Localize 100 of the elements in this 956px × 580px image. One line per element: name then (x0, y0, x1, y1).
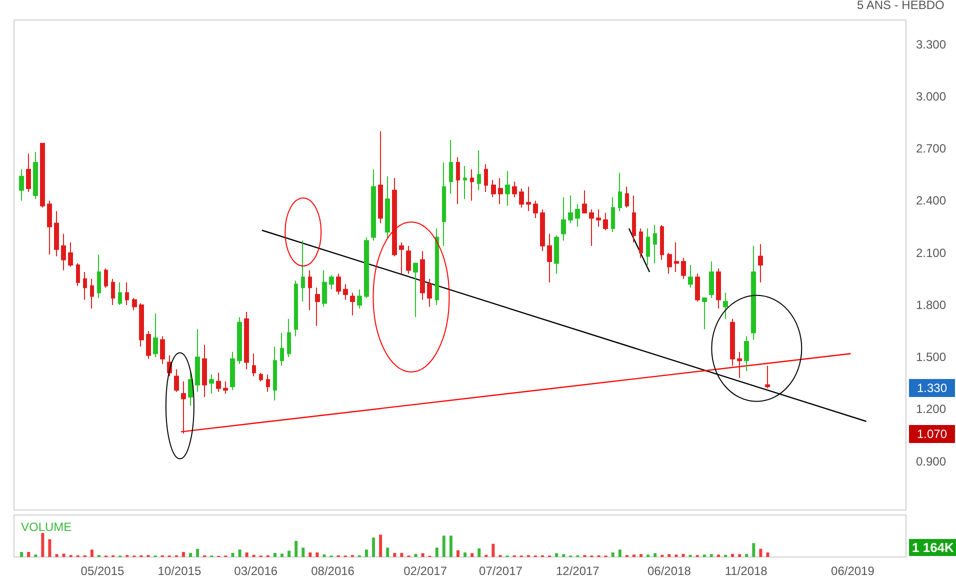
candlestick (336, 273, 341, 296)
bar (611, 552, 614, 557)
bar (442, 536, 446, 557)
x-tick-label: 11/2018 (724, 564, 768, 578)
chart-title: VOLUME (21, 520, 72, 534)
x-tick-label: 07/2017 (479, 564, 523, 578)
candlestick (364, 236, 369, 299)
candlestick (568, 194, 573, 224)
candlestick (625, 186, 629, 208)
bar (668, 554, 671, 557)
bar (449, 536, 452, 557)
x-tick-label: 05/2015 (80, 564, 125, 578)
candlestick (660, 224, 664, 260)
candlestick (139, 302, 144, 348)
candlestick (582, 190, 587, 214)
bar (478, 548, 481, 557)
text: 1.330 (917, 381, 948, 395)
candlestick (554, 234, 559, 274)
candlestick (90, 278, 94, 309)
bar (302, 548, 305, 557)
y-tick-label: 2.700 (916, 142, 946, 156)
candlestick (378, 130, 383, 224)
candlestick (420, 250, 425, 300)
candlestick (202, 344, 207, 398)
bar (288, 550, 291, 557)
bar (55, 554, 58, 557)
bar (393, 552, 396, 557)
bar (745, 554, 748, 557)
candlestick (646, 228, 650, 266)
y-tick-label: 2.400 (916, 194, 946, 208)
candlestick (252, 353, 256, 377)
bar (379, 534, 382, 557)
candlestick (26, 153, 31, 193)
x-tick-label: 03/2016 (234, 564, 278, 578)
candlestick (350, 292, 355, 316)
candlestick (484, 164, 488, 193)
candlestick (709, 261, 714, 299)
candlestick (76, 262, 80, 286)
candlestick (392, 178, 397, 257)
candlestick (737, 351, 742, 378)
candlestick (470, 168, 474, 202)
bar (640, 554, 643, 557)
candlestick (688, 264, 693, 288)
bar (308, 552, 312, 557)
x-tick-label: 02/2017 (404, 564, 448, 578)
candlestick (758, 244, 763, 283)
candlestick (188, 370, 193, 406)
candlestick (146, 330, 151, 360)
candlestick (653, 224, 657, 264)
candlestick (498, 178, 503, 205)
candlestick (589, 208, 594, 246)
candlestick (695, 273, 700, 302)
bar (316, 552, 319, 557)
candlestick (230, 351, 235, 391)
candlestick (667, 252, 672, 274)
candlestick (674, 242, 679, 272)
bar (273, 552, 276, 557)
candlestick (174, 368, 179, 392)
candlestick (533, 200, 538, 219)
bar (654, 553, 657, 557)
candlestick (315, 287, 320, 326)
candlestick (505, 170, 510, 206)
x-tick-label: 06/2019 (831, 564, 875, 578)
candlestick (153, 313, 158, 358)
candlestick (118, 282, 122, 306)
candlestick (519, 188, 524, 208)
candlestick (681, 258, 686, 280)
y-tick-label: 0.900 (916, 454, 946, 468)
candlestick (449, 139, 453, 194)
bar (555, 553, 558, 557)
bar (294, 540, 298, 557)
candlestick (125, 282, 129, 306)
candlestick (603, 212, 608, 231)
bar (372, 538, 376, 557)
candlestick (322, 270, 327, 308)
bar (364, 550, 368, 557)
bar (196, 548, 200, 557)
candlestick (716, 268, 721, 309)
bar (27, 552, 30, 557)
candlestick (540, 208, 545, 252)
bar (280, 554, 284, 557)
candlestick (385, 176, 390, 240)
candlestick (596, 208, 601, 228)
candlestick (730, 318, 735, 366)
bar (62, 554, 66, 557)
x-tick-label: 06/2018 (647, 564, 692, 578)
candlestick (547, 233, 552, 283)
bar (238, 550, 242, 557)
candlestick (477, 150, 481, 191)
bar (231, 552, 234, 557)
candlestick (463, 165, 467, 200)
y-tick-label: 2.100 (916, 246, 946, 260)
y-tick-label: 1.500 (916, 350, 946, 364)
candlestick (575, 204, 580, 228)
bar (759, 548, 762, 557)
y-tick-label: 3.000 (916, 89, 946, 104)
candlestick (723, 292, 728, 320)
bar (20, 552, 24, 557)
y-tick-label: 1.800 (916, 298, 946, 312)
candlestick (111, 278, 115, 306)
